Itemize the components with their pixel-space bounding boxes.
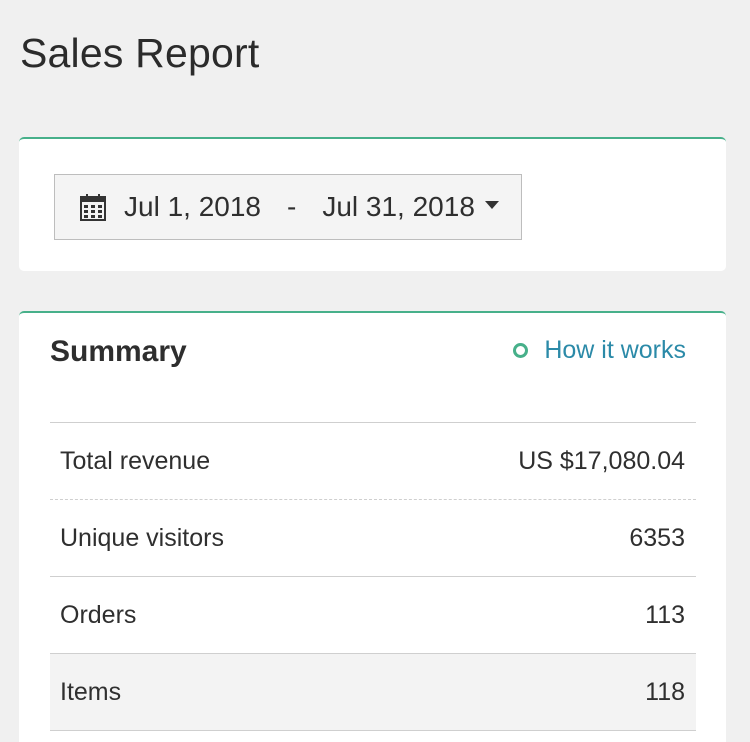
- date-range-picker[interactable]: Jul 1, 2018 - Jul 31, 2018: [54, 174, 522, 240]
- date-range-card: Jul 1, 2018 - Jul 31, 2018: [19, 137, 726, 271]
- date-separator: -: [287, 191, 297, 222]
- row-value: US $17,080.04: [518, 446, 685, 475]
- summary-table: Total revenue US $17,080.04 Unique visit…: [50, 422, 696, 731]
- row-label: Orders: [60, 600, 137, 629]
- row-value: 118: [645, 677, 685, 706]
- calendar-icon: [80, 193, 106, 221]
- summary-row-items: Items 118: [50, 654, 696, 731]
- row-label: Items: [60, 677, 122, 706]
- row-label: Unique visitors: [60, 523, 224, 552]
- date-start: Jul 1, 2018: [124, 191, 261, 222]
- summary-card: Summary How it works Total revenue US $1…: [19, 311, 726, 742]
- row-label: Total revenue: [60, 446, 211, 475]
- summary-title: Summary: [50, 335, 187, 368]
- date-end: Jul 31, 2018: [322, 191, 475, 222]
- how-it-works-label: How it works: [544, 336, 686, 364]
- summary-row-orders: Orders 113: [50, 577, 696, 654]
- caret-down-icon: [484, 201, 499, 209]
- how-it-works-link[interactable]: How it works: [513, 336, 686, 365]
- circle-icon: [513, 343, 529, 358]
- row-value: 113: [645, 600, 685, 629]
- row-value: 6353: [629, 523, 685, 552]
- summary-row-unique-visitors: Unique visitors 6353: [50, 500, 696, 577]
- page-title: Sales Report: [20, 30, 260, 76]
- summary-row-total-revenue: Total revenue US $17,080.04: [50, 423, 696, 500]
